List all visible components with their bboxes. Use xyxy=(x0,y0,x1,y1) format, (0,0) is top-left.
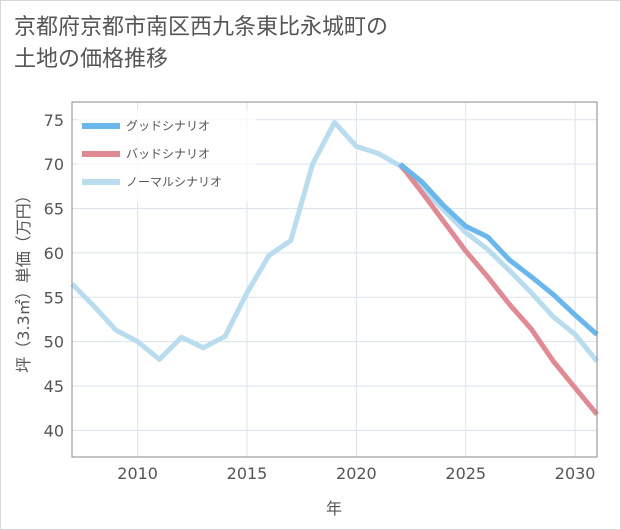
y-tick-40: 40 xyxy=(44,421,64,440)
x-tick-2010: 2010 xyxy=(117,464,158,483)
chart-title-line2: 土地の価格推移 xyxy=(14,47,169,72)
series-lines xyxy=(70,119,599,416)
y-tick-45: 45 xyxy=(44,377,64,396)
series-line-0 xyxy=(398,162,599,337)
x-tick-labels: 2010 2015 2020 2025 2030 xyxy=(117,464,595,483)
x-tick-2030: 2030 xyxy=(555,464,596,483)
legend-label-0: グッドシナリオ xyxy=(126,119,210,133)
chart-title: 京都府京都市南区西九条東比永城町の 土地の価格推移 xyxy=(14,12,388,76)
y-tick-labels: 40 45 50 55 60 65 70 75 xyxy=(44,111,64,441)
x-axis-label: 年 xyxy=(326,499,342,518)
y-tick-50: 50 xyxy=(44,333,64,352)
plot-border xyxy=(71,101,598,458)
y-tick-65: 65 xyxy=(44,200,64,219)
series-line-2 xyxy=(70,119,599,363)
series-line-1 xyxy=(398,162,599,416)
x-tick-2015: 2015 xyxy=(227,464,268,483)
y-axis-label: 坪（3.3㎡）単価（万円） xyxy=(14,187,33,372)
legend-label-1: バッドシナリオ xyxy=(126,147,210,161)
chart-title-line1: 京都府京都市南区西九条東比永城町の xyxy=(14,15,389,40)
legend-label-2: ノーマルシナリオ xyxy=(126,175,222,189)
y-tick-60: 60 xyxy=(44,244,64,263)
x-tick-2025: 2025 xyxy=(445,464,486,483)
y-tick-70: 70 xyxy=(44,155,64,174)
x-tick-2020: 2020 xyxy=(336,464,377,483)
y-tick-55: 55 xyxy=(44,288,64,307)
y-tick-75: 75 xyxy=(44,111,64,130)
